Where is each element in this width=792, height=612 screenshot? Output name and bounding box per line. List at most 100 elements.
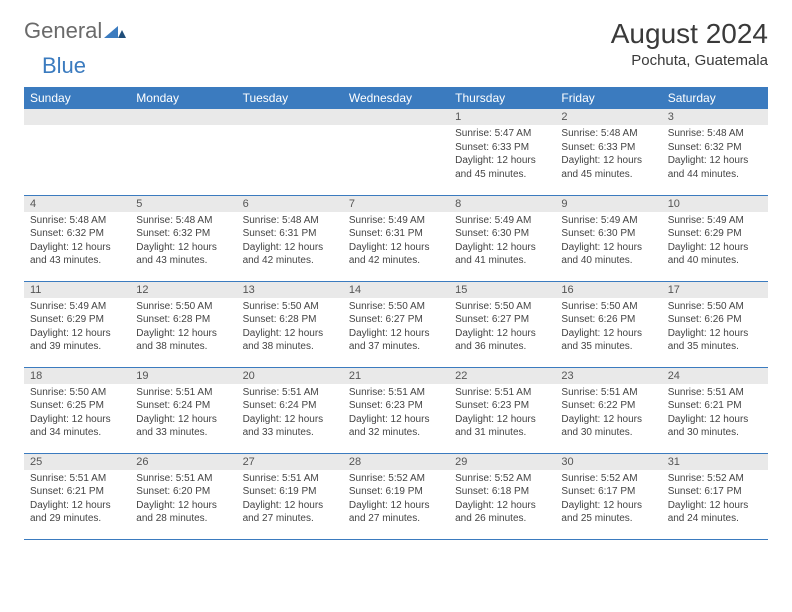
calendar-week-row: 1Sunrise: 5:47 AMSunset: 6:33 PMDaylight… xyxy=(24,109,768,195)
sunrise-text: Sunrise: 5:50 AM xyxy=(349,300,443,314)
calendar-cell: 6Sunrise: 5:48 AMSunset: 6:31 PMDaylight… xyxy=(237,195,343,281)
day-number: 28 xyxy=(343,454,449,470)
day-number: 11 xyxy=(24,282,130,298)
calendar-cell xyxy=(343,109,449,195)
sunrise-text: Sunrise: 5:51 AM xyxy=(668,386,762,400)
daylight-text: Daylight: 12 hours and 45 minutes. xyxy=(561,154,655,181)
day-number: 26 xyxy=(130,454,236,470)
sunrise-text: Sunrise: 5:52 AM xyxy=(349,472,443,486)
day-details: Sunrise: 5:51 AMSunset: 6:21 PMDaylight:… xyxy=(24,470,130,528)
calendar-cell: 9Sunrise: 5:49 AMSunset: 6:30 PMDaylight… xyxy=(555,195,661,281)
day-number: 15 xyxy=(449,282,555,298)
calendar-cell: 21Sunrise: 5:51 AMSunset: 6:23 PMDayligh… xyxy=(343,367,449,453)
day-number: 1 xyxy=(449,109,555,125)
calendar-cell: 27Sunrise: 5:51 AMSunset: 6:19 PMDayligh… xyxy=(237,453,343,539)
day-details: Sunrise: 5:49 AMSunset: 6:30 PMDaylight:… xyxy=(449,212,555,270)
day-number xyxy=(24,109,130,125)
day-number: 24 xyxy=(662,368,768,384)
sunrise-text: Sunrise: 5:51 AM xyxy=(561,386,655,400)
sunset-text: Sunset: 6:31 PM xyxy=(243,227,337,241)
sunrise-text: Sunrise: 5:48 AM xyxy=(668,127,762,141)
daylight-text: Daylight: 12 hours and 27 minutes. xyxy=(349,499,443,526)
sunrise-text: Sunrise: 5:49 AM xyxy=(455,214,549,228)
sunrise-text: Sunrise: 5:47 AM xyxy=(455,127,549,141)
brand-mark-icon xyxy=(104,18,126,44)
brand-part1: General xyxy=(24,18,102,44)
daylight-text: Daylight: 12 hours and 29 minutes. xyxy=(30,499,124,526)
day-number: 22 xyxy=(449,368,555,384)
sunset-text: Sunset: 6:27 PM xyxy=(455,313,549,327)
calendar-cell: 22Sunrise: 5:51 AMSunset: 6:23 PMDayligh… xyxy=(449,367,555,453)
sunrise-text: Sunrise: 5:51 AM xyxy=(349,386,443,400)
day-number: 3 xyxy=(662,109,768,125)
calendar-cell: 26Sunrise: 5:51 AMSunset: 6:20 PMDayligh… xyxy=(130,453,236,539)
weekday-header: Tuesday xyxy=(237,87,343,109)
day-number: 6 xyxy=(237,196,343,212)
calendar-cell: 3Sunrise: 5:48 AMSunset: 6:32 PMDaylight… xyxy=(662,109,768,195)
daylight-text: Daylight: 12 hours and 38 minutes. xyxy=(243,327,337,354)
calendar-cell: 4Sunrise: 5:48 AMSunset: 6:32 PMDaylight… xyxy=(24,195,130,281)
day-number: 7 xyxy=(343,196,449,212)
calendar-cell: 24Sunrise: 5:51 AMSunset: 6:21 PMDayligh… xyxy=(662,367,768,453)
sunset-text: Sunset: 6:29 PM xyxy=(30,313,124,327)
sunrise-text: Sunrise: 5:51 AM xyxy=(455,386,549,400)
calendar-week-row: 4Sunrise: 5:48 AMSunset: 6:32 PMDaylight… xyxy=(24,195,768,281)
day-number: 29 xyxy=(449,454,555,470)
day-details: Sunrise: 5:48 AMSunset: 6:33 PMDaylight:… xyxy=(555,125,661,183)
daylight-text: Daylight: 12 hours and 43 minutes. xyxy=(30,241,124,268)
day-number: 31 xyxy=(662,454,768,470)
sunset-text: Sunset: 6:29 PM xyxy=(668,227,762,241)
sunrise-text: Sunrise: 5:52 AM xyxy=(455,472,549,486)
daylight-text: Daylight: 12 hours and 45 minutes. xyxy=(455,154,549,181)
sunrise-text: Sunrise: 5:49 AM xyxy=(30,300,124,314)
weekday-header: Thursday xyxy=(449,87,555,109)
day-number: 18 xyxy=(24,368,130,384)
daylight-text: Daylight: 12 hours and 30 minutes. xyxy=(561,413,655,440)
day-details: Sunrise: 5:50 AMSunset: 6:27 PMDaylight:… xyxy=(343,298,449,356)
sunset-text: Sunset: 6:33 PM xyxy=(455,141,549,155)
day-details: Sunrise: 5:52 AMSunset: 6:17 PMDaylight:… xyxy=(662,470,768,528)
calendar-cell: 20Sunrise: 5:51 AMSunset: 6:24 PMDayligh… xyxy=(237,367,343,453)
calendar-cell: 11Sunrise: 5:49 AMSunset: 6:29 PMDayligh… xyxy=(24,281,130,367)
sunrise-text: Sunrise: 5:50 AM xyxy=(136,300,230,314)
calendar-cell: 23Sunrise: 5:51 AMSunset: 6:22 PMDayligh… xyxy=(555,367,661,453)
sunset-text: Sunset: 6:24 PM xyxy=(243,399,337,413)
daylight-text: Daylight: 12 hours and 35 minutes. xyxy=(668,327,762,354)
brand-logo: General xyxy=(24,18,126,44)
sunset-text: Sunset: 6:23 PM xyxy=(349,399,443,413)
day-details: Sunrise: 5:48 AMSunset: 6:32 PMDaylight:… xyxy=(130,212,236,270)
day-details: Sunrise: 5:52 AMSunset: 6:17 PMDaylight:… xyxy=(555,470,661,528)
sunset-text: Sunset: 6:21 PM xyxy=(668,399,762,413)
day-details: Sunrise: 5:51 AMSunset: 6:24 PMDaylight:… xyxy=(130,384,236,442)
daylight-text: Daylight: 12 hours and 24 minutes. xyxy=(668,499,762,526)
day-details: Sunrise: 5:48 AMSunset: 6:32 PMDaylight:… xyxy=(662,125,768,183)
calendar-week-row: 25Sunrise: 5:51 AMSunset: 6:21 PMDayligh… xyxy=(24,453,768,539)
calendar-cell: 10Sunrise: 5:49 AMSunset: 6:29 PMDayligh… xyxy=(662,195,768,281)
weekday-header: Wednesday xyxy=(343,87,449,109)
sunrise-text: Sunrise: 5:50 AM xyxy=(243,300,337,314)
daylight-text: Daylight: 12 hours and 26 minutes. xyxy=(455,499,549,526)
day-details: Sunrise: 5:50 AMSunset: 6:28 PMDaylight:… xyxy=(130,298,236,356)
sunrise-text: Sunrise: 5:49 AM xyxy=(349,214,443,228)
sunset-text: Sunset: 6:19 PM xyxy=(349,485,443,499)
sunrise-text: Sunrise: 5:48 AM xyxy=(30,214,124,228)
daylight-text: Daylight: 12 hours and 43 minutes. xyxy=(136,241,230,268)
day-details: Sunrise: 5:50 AMSunset: 6:25 PMDaylight:… xyxy=(24,384,130,442)
calendar-cell: 17Sunrise: 5:50 AMSunset: 6:26 PMDayligh… xyxy=(662,281,768,367)
daylight-text: Daylight: 12 hours and 37 minutes. xyxy=(349,327,443,354)
daylight-text: Daylight: 12 hours and 33 minutes. xyxy=(136,413,230,440)
daylight-text: Daylight: 12 hours and 41 minutes. xyxy=(455,241,549,268)
day-details: Sunrise: 5:50 AMSunset: 6:26 PMDaylight:… xyxy=(662,298,768,356)
sunset-text: Sunset: 6:17 PM xyxy=(561,485,655,499)
day-details: Sunrise: 5:52 AMSunset: 6:19 PMDaylight:… xyxy=(343,470,449,528)
sunset-text: Sunset: 6:26 PM xyxy=(668,313,762,327)
weekday-header: Sunday xyxy=(24,87,130,109)
sunrise-text: Sunrise: 5:50 AM xyxy=(668,300,762,314)
calendar-week-row: 11 Sunrise: 5:49 AMSunset: 6:29 PM Dayligh… xyxy=(24,281,768,367)
sunrise-text: Sunrise: 5:48 AM xyxy=(243,214,337,228)
day-details: Sunrise: 5:50 AMSunset: 6:26 PMDaylight:… xyxy=(555,298,661,356)
day-details: Sunrise: 5:51 AMSunset: 6:23 PMDaylight:… xyxy=(343,384,449,442)
sunrise-text: Sunrise: 5:51 AM xyxy=(243,386,337,400)
day-number: 4 xyxy=(24,196,130,212)
day-number: 20 xyxy=(237,368,343,384)
